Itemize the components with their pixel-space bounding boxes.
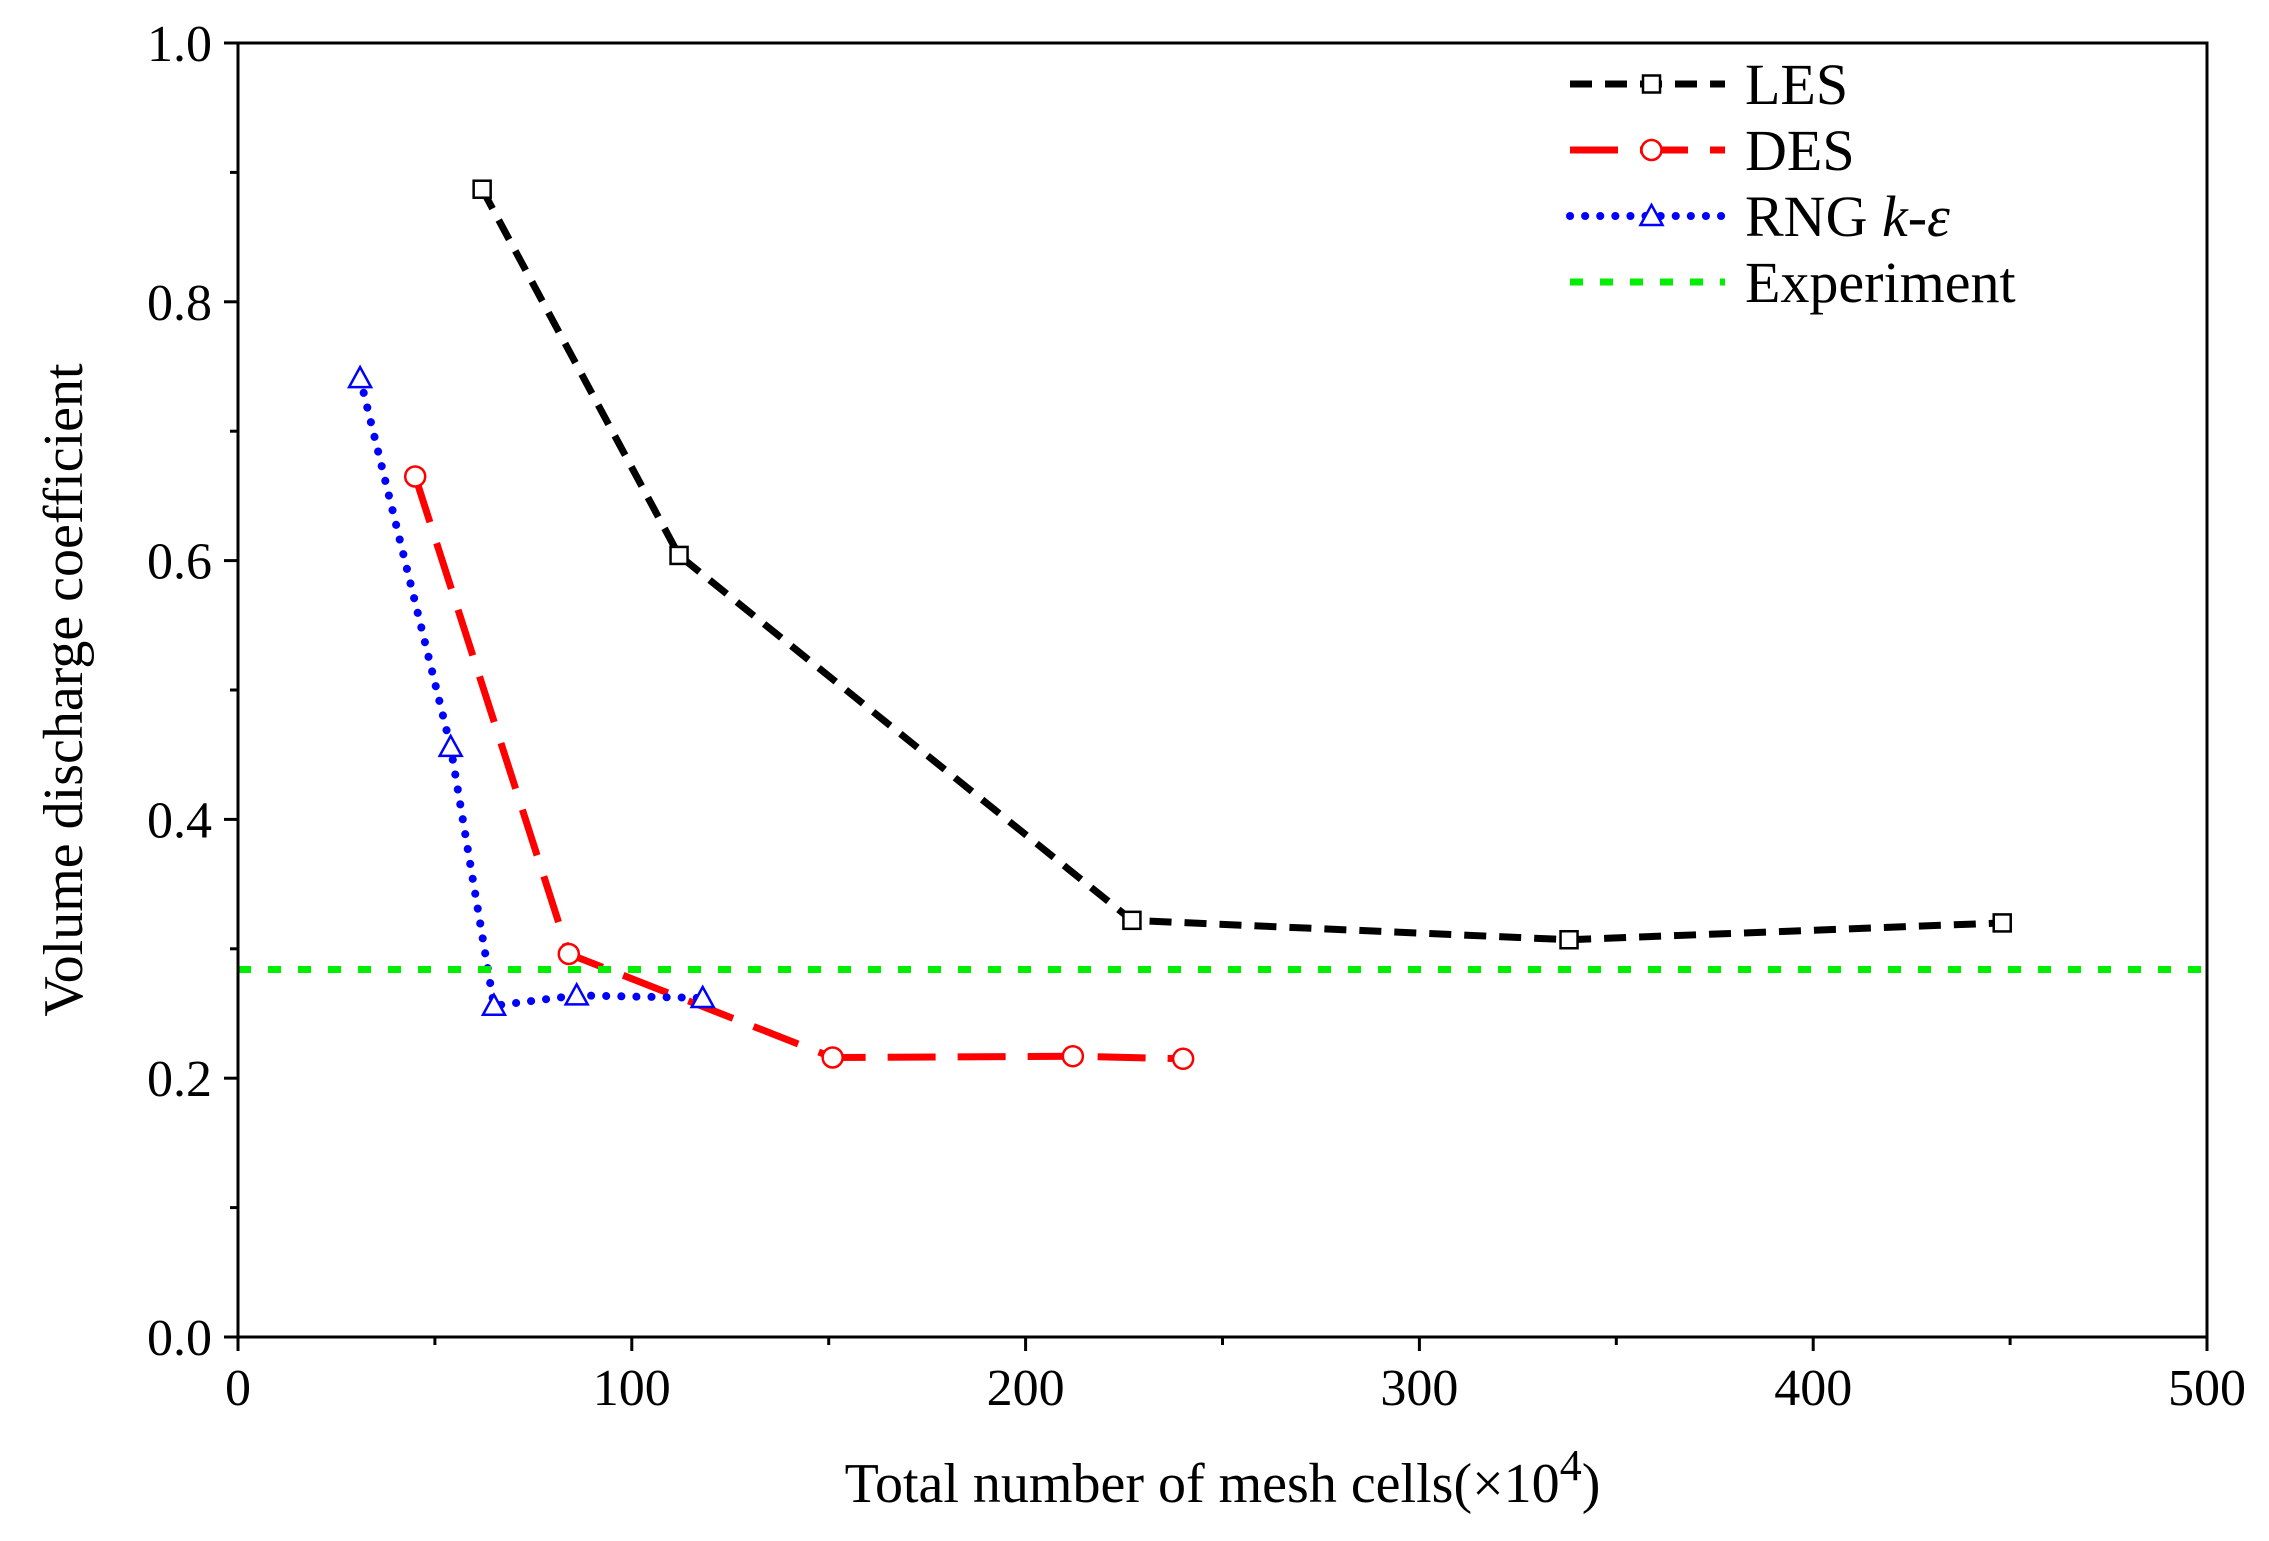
series-line-rng-k — [356, 374, 707, 1010]
data-point-des — [1171, 1047, 1195, 1071]
data-point-des — [403, 465, 427, 488]
axes-layer: 0 100 200 300 400 500 0.0 0.2 0.4 0.6 0.8 1.0 Total … — [33, 16, 2246, 1515]
y-tick-label: 0.2 — [147, 1051, 212, 1108]
x-tick-label: 400 — [1774, 1360, 1852, 1417]
series-line-des — [411, 475, 1184, 1063]
legend-label-experiment: Experiment — [1745, 250, 2016, 315]
data-point-rng-k — [480, 992, 508, 1016]
legend-marker-les — [1641, 74, 1662, 94]
x-axis-label: Total number of mesh cells(×104) — [845, 1441, 1601, 1515]
plot-series-layer — [238, 179, 2207, 1071]
data-point-rng-k — [437, 733, 464, 758]
y-tick-label: 0.4 — [147, 792, 212, 849]
legend-label-rng-k: RNG k-ε — [1745, 184, 1950, 249]
data-point-les — [1992, 913, 2012, 933]
y-tick-label: 0.6 — [147, 534, 212, 591]
x-tick-label: 300 — [1380, 1360, 1458, 1417]
y-axis-label: Volume discharge coefficient — [33, 363, 95, 1017]
data-point-les — [1559, 929, 1579, 950]
data-point-les — [1122, 910, 1142, 931]
data-point-des — [1061, 1044, 1085, 1068]
y-tick-label: 0.0 — [147, 1310, 212, 1367]
x-tick-label: 0 — [225, 1360, 251, 1417]
data-point-des — [557, 942, 581, 966]
data-point-les — [472, 179, 492, 199]
x-tick-label: 200 — [987, 1360, 1065, 1417]
legend-marker-rng-k — [1638, 202, 1665, 227]
legend-label-les: LES — [1745, 52, 1848, 117]
data-point-rng-k — [689, 984, 716, 1009]
data-point-les — [669, 545, 689, 566]
data-point-rng-k — [346, 364, 374, 389]
legend-label-des: DES — [1745, 118, 1855, 183]
x-tick-label: 500 — [2168, 1360, 2246, 1417]
y-tick-label: 0.8 — [147, 275, 212, 332]
data-point-des — [821, 1046, 844, 1069]
legend-marker-des — [1640, 138, 1663, 162]
y-tick-label: 1.0 — [147, 16, 212, 73]
x-tick-label: 100 — [593, 1360, 671, 1417]
data-point-rng-k — [563, 981, 590, 1006]
